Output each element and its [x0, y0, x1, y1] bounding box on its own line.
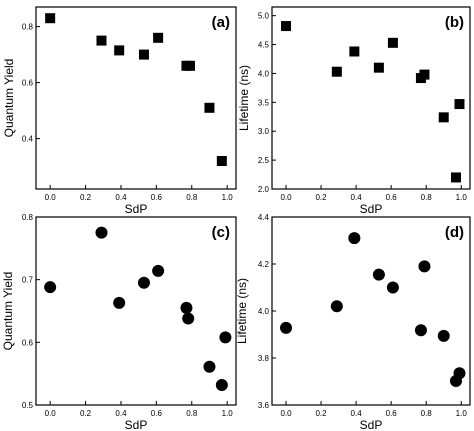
panel-b-data-point [438, 112, 449, 123]
panel-b-data-point [454, 99, 465, 110]
panel-a-y-tick-label: 0.6 [22, 79, 34, 88]
panel-d-x-axis-label: SdP [360, 418, 383, 431]
panel-b-x-tick-label: 0.4 [351, 193, 363, 202]
panel-c-y-axis-label: Quantum Yield [1, 272, 15, 351]
panel-a-y-tick-label: 0.8 [22, 23, 34, 32]
panel-d-x-tick-label: 0.2 [315, 409, 327, 418]
panel-c-data-point [44, 281, 57, 294]
panel-c-y-tick-label: 0.8 [22, 213, 34, 222]
panel-d-data-point [437, 329, 450, 342]
panel-d-data-point [372, 268, 385, 281]
panel-d-y-tick-label: 3.8 [258, 354, 270, 363]
panel-c-data-point [182, 312, 195, 325]
panel-d-x-tick-label: 0.8 [421, 409, 433, 418]
panel-a-panel-label: (a) [212, 14, 230, 31]
panel-b-data-point [331, 66, 342, 77]
panel-a-x-tick-label: 0.8 [186, 193, 198, 202]
panel-d-data-point [418, 260, 431, 273]
panel-c-data-point [215, 378, 228, 391]
panel-b-y-tick-label: 2.5 [258, 156, 270, 165]
panel-a-data-point [153, 32, 164, 43]
panel-c-x-tick-label: 0.2 [80, 409, 92, 418]
panel-d-data-point [348, 232, 361, 245]
panel-b-panel-label: (b) [445, 14, 464, 31]
panel-c-data-point [152, 264, 165, 277]
panel-d-data-point [330, 300, 343, 313]
panel-c-y-tick-label: 0.5 [22, 401, 34, 410]
panel-d-data-point [453, 367, 466, 380]
panel-c-data-point [180, 301, 193, 314]
panel-c-panel-label: (c) [212, 224, 230, 241]
panel-a-data-point [204, 102, 215, 113]
panel-a-plot-frame [35, 6, 237, 190]
panel-c-x-tick-label: 1.0 [222, 409, 234, 418]
panel-d-data-point [386, 281, 399, 294]
panel-c-x-tick-label: 0.8 [186, 409, 198, 418]
panel-d-y-tick-label: 4.2 [258, 260, 270, 269]
panel-d-data-point [414, 324, 427, 337]
panel-b-x-axis-label: SdP [360, 202, 383, 216]
panel-b-data-point [387, 37, 398, 48]
panel-c-plot-frame [35, 216, 237, 406]
panel-d-x-tick-label: 1.0 [456, 409, 468, 418]
panel-b-data-point [373, 62, 384, 73]
panel-b-data-point [349, 46, 360, 57]
panel-b-data-point [419, 69, 430, 80]
panel-c-y-tick-label: 0.6 [22, 338, 34, 347]
panel-b-x-tick-label: 0.0 [280, 193, 292, 202]
panel-a-x-tick-label: 0.4 [115, 193, 127, 202]
panel-b-y-tick-label: 2.0 [258, 185, 270, 194]
panel-c-data-point [113, 296, 126, 309]
panel-b-y-tick-label: 3.0 [258, 127, 270, 136]
panel-a-y-tick-label: 0.4 [22, 135, 34, 144]
panel-b-y-tick-label: 3.5 [258, 98, 270, 107]
panel-d-y-axis-label: Lifetime (ns) [235, 278, 249, 344]
panel-a-data-point [138, 49, 149, 60]
panel-a-data-point [184, 60, 195, 71]
panel-b-x-tick-label: 0.8 [421, 193, 433, 202]
panel-b-data-point [281, 21, 292, 32]
panel-c-y-tick-label: 0.7 [22, 276, 34, 285]
panel-b-y-tick-label: 4.5 [258, 41, 270, 50]
panel-a-x-tick-label: 1.0 [222, 193, 234, 202]
panel-a-data-point [114, 45, 125, 56]
panel-d-y-tick-label: 4.4 [258, 213, 270, 222]
panel-d-y-tick-label: 4.0 [258, 307, 270, 316]
panel-d-x-tick-label: 0.6 [386, 409, 398, 418]
panel-c-data-point [137, 276, 150, 289]
panel-b-x-tick-label: 1.0 [456, 193, 468, 202]
panel-b-data-point [450, 172, 461, 183]
panel-a-data-point [216, 156, 227, 166]
panel-b-y-axis-label: Lifetime (ns) [237, 65, 251, 131]
panel-a-x-tick-label: 0.0 [45, 193, 57, 202]
panel-a-data-point [45, 13, 56, 24]
panel-a-x-tick-label: 0.6 [151, 193, 163, 202]
panel-c-data-point [95, 226, 108, 239]
panel-c-data-point [219, 331, 232, 344]
panel-a-x-axis-label: SdP [125, 202, 148, 216]
panel-b-x-tick-label: 0.2 [315, 193, 327, 202]
panel-b-y-tick-label: 4.0 [258, 69, 270, 78]
panel-a-y-axis-label: Quantum Yield [2, 59, 16, 138]
panel-c-x-tick-label: 0.4 [115, 409, 127, 418]
panel-d-plot-frame [271, 216, 471, 406]
panel-d-x-tick-label: 0.4 [351, 409, 363, 418]
panel-a-data-point [96, 35, 107, 46]
panel-c-x-tick-label: 0.0 [45, 409, 57, 418]
panel-d-data-point [280, 321, 293, 334]
panel-b-y-tick-label: 5.0 [258, 12, 270, 21]
panel-c-data-point [203, 360, 216, 373]
panel-b-plot-frame [271, 6, 471, 190]
panel-d-panel-label: (d) [445, 224, 464, 241]
panel-c-x-tick-label: 0.6 [151, 409, 163, 418]
panel-c-x-axis-label: SdP [125, 418, 148, 431]
panel-b-x-tick-label: 0.6 [386, 193, 398, 202]
panel-a-x-tick-label: 0.2 [80, 193, 92, 202]
panel-d-x-tick-label: 0.0 [280, 409, 292, 418]
panel-d-y-tick-label: 3.6 [258, 401, 270, 410]
